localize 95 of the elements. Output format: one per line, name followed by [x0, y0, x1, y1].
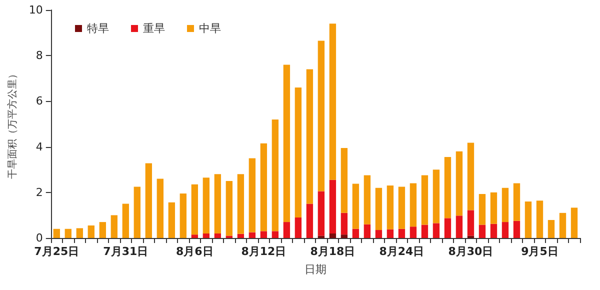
- bar: [432, 170, 440, 224]
- x-tick-label: 8月30日: [448, 245, 494, 258]
- bar: [283, 64, 290, 222]
- bar: [456, 216, 463, 238]
- x-tick-label: 8月12日: [241, 245, 286, 258]
- y-tick-label: 4: [36, 140, 43, 154]
- bar: [570, 208, 578, 238]
- bar: [88, 225, 94, 238]
- bar: [490, 192, 498, 224]
- bar: [283, 222, 290, 238]
- bar: [548, 220, 555, 238]
- x-tick-label: 9月5日: [521, 245, 558, 258]
- bar: [398, 186, 406, 229]
- bar: [559, 212, 566, 238]
- y-tick-label: 2: [36, 186, 43, 199]
- bar: [202, 178, 210, 234]
- y-tick-label: 8: [36, 49, 43, 62]
- bar: [410, 183, 417, 227]
- bar: [375, 230, 382, 238]
- bar: [180, 194, 187, 238]
- bar: [340, 212, 348, 235]
- bar: [478, 194, 486, 225]
- bar: [340, 234, 348, 238]
- x-tick-label: 8月6日: [176, 245, 214, 258]
- y-tick-label: 6: [36, 94, 43, 108]
- bar: [168, 202, 176, 238]
- bar: [306, 69, 314, 204]
- bar: [248, 232, 256, 238]
- bar: [294, 88, 302, 218]
- bar: [329, 180, 336, 234]
- y-tick-label: 10: [28, 4, 43, 16]
- y-axis-title: 干旱面积（万平方公里）: [6, 69, 18, 179]
- bar: [536, 200, 544, 238]
- bar: [248, 158, 256, 232]
- bar: [467, 142, 474, 210]
- bar: [237, 174, 244, 234]
- bar: [134, 186, 140, 238]
- x-axis-title: 日期: [304, 263, 326, 276]
- bar: [375, 188, 382, 230]
- bar: [513, 220, 520, 238]
- bar: [432, 223, 440, 238]
- legend-label: 特旱: [87, 22, 109, 35]
- bar: [260, 143, 268, 232]
- bar: [398, 228, 406, 238]
- bar: [467, 210, 474, 236]
- bar: [478, 224, 486, 238]
- bar: [364, 224, 371, 238]
- x-tick-label: 8月24日: [379, 245, 424, 258]
- x-tick-label: 7月31日: [103, 245, 148, 258]
- bar: [524, 202, 532, 238]
- bar: [364, 175, 371, 224]
- bar: [456, 151, 463, 216]
- bar: [306, 204, 314, 238]
- bar: [99, 222, 106, 238]
- bar: [76, 228, 83, 238]
- bar: [191, 234, 198, 238]
- y-tick-label: 0: [36, 232, 43, 244]
- bar: [294, 217, 302, 238]
- bar: [53, 228, 60, 238]
- bar: [260, 231, 268, 238]
- bar: [156, 178, 164, 238]
- bar: [110, 215, 118, 238]
- bar: [329, 233, 336, 238]
- bar: [502, 222, 509, 238]
- bar: [340, 148, 348, 213]
- legend-label: 重旱: [143, 22, 165, 35]
- bar: [444, 157, 452, 218]
- bar: [513, 183, 520, 221]
- legend-label: 中旱: [199, 22, 221, 35]
- bar: [272, 119, 279, 232]
- bar: [272, 231, 279, 238]
- bar: [352, 228, 360, 238]
- bar: [421, 175, 428, 225]
- x-tick-label: 8月18日: [310, 245, 356, 258]
- bar: [352, 184, 360, 229]
- bar: [386, 229, 394, 238]
- bar: [122, 204, 129, 238]
- bar: [202, 233, 210, 238]
- bar: [421, 224, 428, 238]
- bar: [237, 234, 244, 238]
- bar: [444, 218, 452, 238]
- bar: [214, 174, 222, 234]
- bar: [502, 188, 509, 222]
- bar: [191, 184, 198, 235]
- bar: [214, 233, 222, 238]
- bar: [386, 186, 394, 230]
- bar: [490, 224, 498, 238]
- bar: [145, 163, 152, 238]
- bar: [318, 191, 325, 236]
- bar: [318, 40, 325, 192]
- bar: [410, 226, 417, 238]
- bar: [64, 228, 72, 238]
- bar: [329, 24, 336, 180]
- x-tick-label: 7月25日: [34, 245, 80, 258]
- bar: [226, 181, 233, 236]
